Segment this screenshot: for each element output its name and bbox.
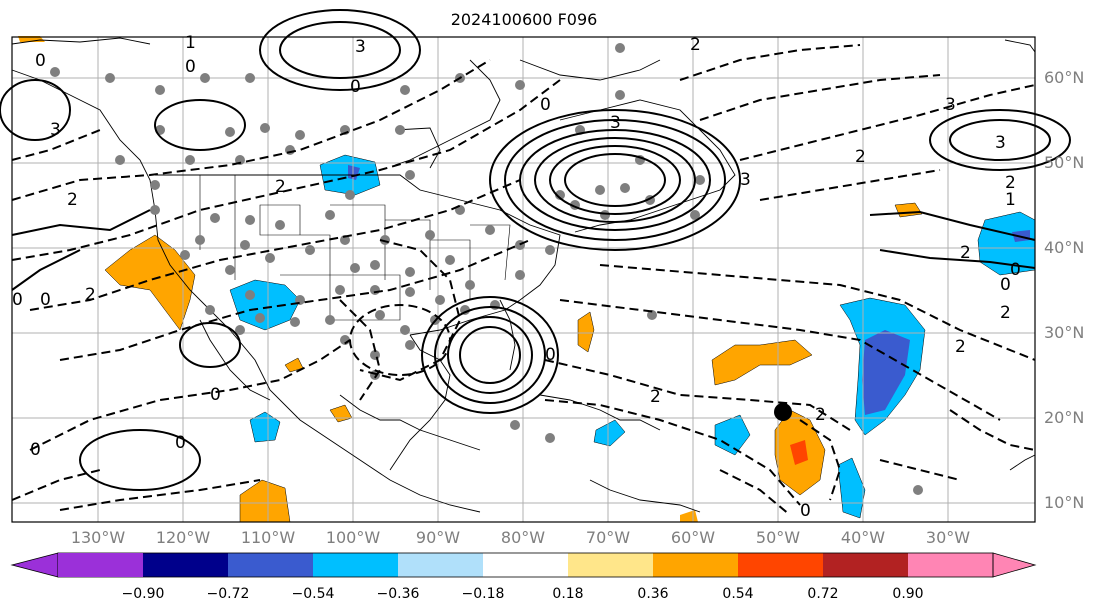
lat-label: 30°N [1044, 323, 1085, 342]
svg-text:0: 0 [210, 385, 221, 405]
svg-text:2: 2 [1000, 303, 1011, 323]
colorbar-tick: 0.18 [552, 586, 584, 602]
contours-negative [11, 44, 1036, 516]
contour-labels: 0 0 0 0 0 0 0 0 0 0 0 0 0 1 1 2 2 2 2 2 … [12, 33, 1021, 521]
colorbar-tick: −0.90 [121, 586, 165, 602]
lat-label: 60°N [1044, 68, 1085, 87]
lon-label: 120°W [155, 528, 211, 547]
anomaly-shading [18, 36, 1036, 523]
lon-label: 40°W [840, 528, 886, 547]
colorbar [10, 552, 1037, 578]
warm-anomaly-west-mexico [104, 234, 196, 331]
lon-label: 90°W [415, 528, 461, 547]
lon-label: 80°W [500, 528, 546, 547]
svg-text:0: 0 [30, 440, 41, 460]
lon-label: 70°W [585, 528, 631, 547]
svg-text:2: 2 [960, 243, 971, 263]
storm-center-marker [774, 403, 792, 421]
lon-label: 100°W [325, 528, 381, 547]
lat-label: 20°N [1044, 408, 1085, 427]
colorbar-tick: −0.54 [291, 586, 335, 602]
svg-text:2: 2 [815, 405, 826, 425]
lat-label: 40°N [1044, 238, 1085, 257]
svg-text:0: 0 [540, 95, 551, 115]
lon-label: 30°W [925, 528, 971, 547]
svg-text:1: 1 [185, 33, 196, 53]
lon-label: 50°W [755, 528, 801, 547]
svg-text:3: 3 [945, 95, 956, 115]
svg-text:0: 0 [175, 433, 186, 453]
cold-anomaly-texas [229, 279, 301, 331]
colorbar-min-extend [10, 552, 59, 578]
state-borders [199, 175, 511, 321]
colorbar-tick: −0.72 [206, 586, 250, 602]
colorbar-max-extend [992, 552, 1037, 578]
svg-text:3: 3 [355, 37, 366, 57]
svg-text:2: 2 [1005, 173, 1016, 193]
svg-text:2: 2 [85, 285, 96, 305]
lon-label: 110°W [240, 528, 296, 547]
svg-text:1: 1 [1005, 190, 1016, 210]
colorbar-tick: −0.18 [461, 586, 505, 602]
lat-label: 10°N [1044, 493, 1085, 512]
svg-text:3: 3 [610, 113, 621, 133]
colorbar-tick: 0.72 [807, 586, 839, 602]
svg-text:3: 3 [740, 170, 751, 190]
contours-positive [0, 9, 1071, 491]
svg-text:0: 0 [350, 77, 361, 97]
lat-label: 50°N [1044, 153, 1085, 172]
svg-text:2: 2 [690, 35, 701, 55]
svg-text:0: 0 [12, 290, 23, 310]
svg-text:2: 2 [855, 147, 866, 167]
lon-label: 60°W [670, 528, 716, 547]
colorbar-tick: 0.54 [722, 586, 754, 602]
colorbar-tick: 0.36 [637, 586, 669, 602]
station-markers [50, 43, 923, 495]
svg-text:0: 0 [800, 501, 811, 521]
svg-text:0: 0 [40, 290, 51, 310]
svg-text:0: 0 [1010, 260, 1021, 280]
map-frame [11, 36, 1036, 523]
lon-label: 130°W [70, 528, 126, 547]
svg-text:0: 0 [185, 57, 196, 77]
svg-text:0: 0 [35, 51, 46, 71]
svg-text:0: 0 [1000, 275, 1011, 295]
map-title: 2024100600 F096 [450, 10, 598, 29]
warm-anomaly-atlantic [711, 339, 813, 386]
coastlines [11, 37, 1036, 513]
svg-text:3: 3 [50, 120, 61, 140]
svg-text:2: 2 [275, 177, 286, 197]
svg-text:2: 2 [650, 387, 661, 407]
colorbar-tick: −0.36 [376, 586, 420, 602]
cold-anomaly-east-atlantic [977, 211, 1036, 276]
svg-text:2: 2 [67, 190, 78, 210]
svg-text:0: 0 [545, 345, 556, 365]
colorbar-tick: 0.90 [892, 586, 924, 602]
svg-text:2: 2 [955, 337, 966, 357]
svg-text:3: 3 [995, 133, 1006, 153]
